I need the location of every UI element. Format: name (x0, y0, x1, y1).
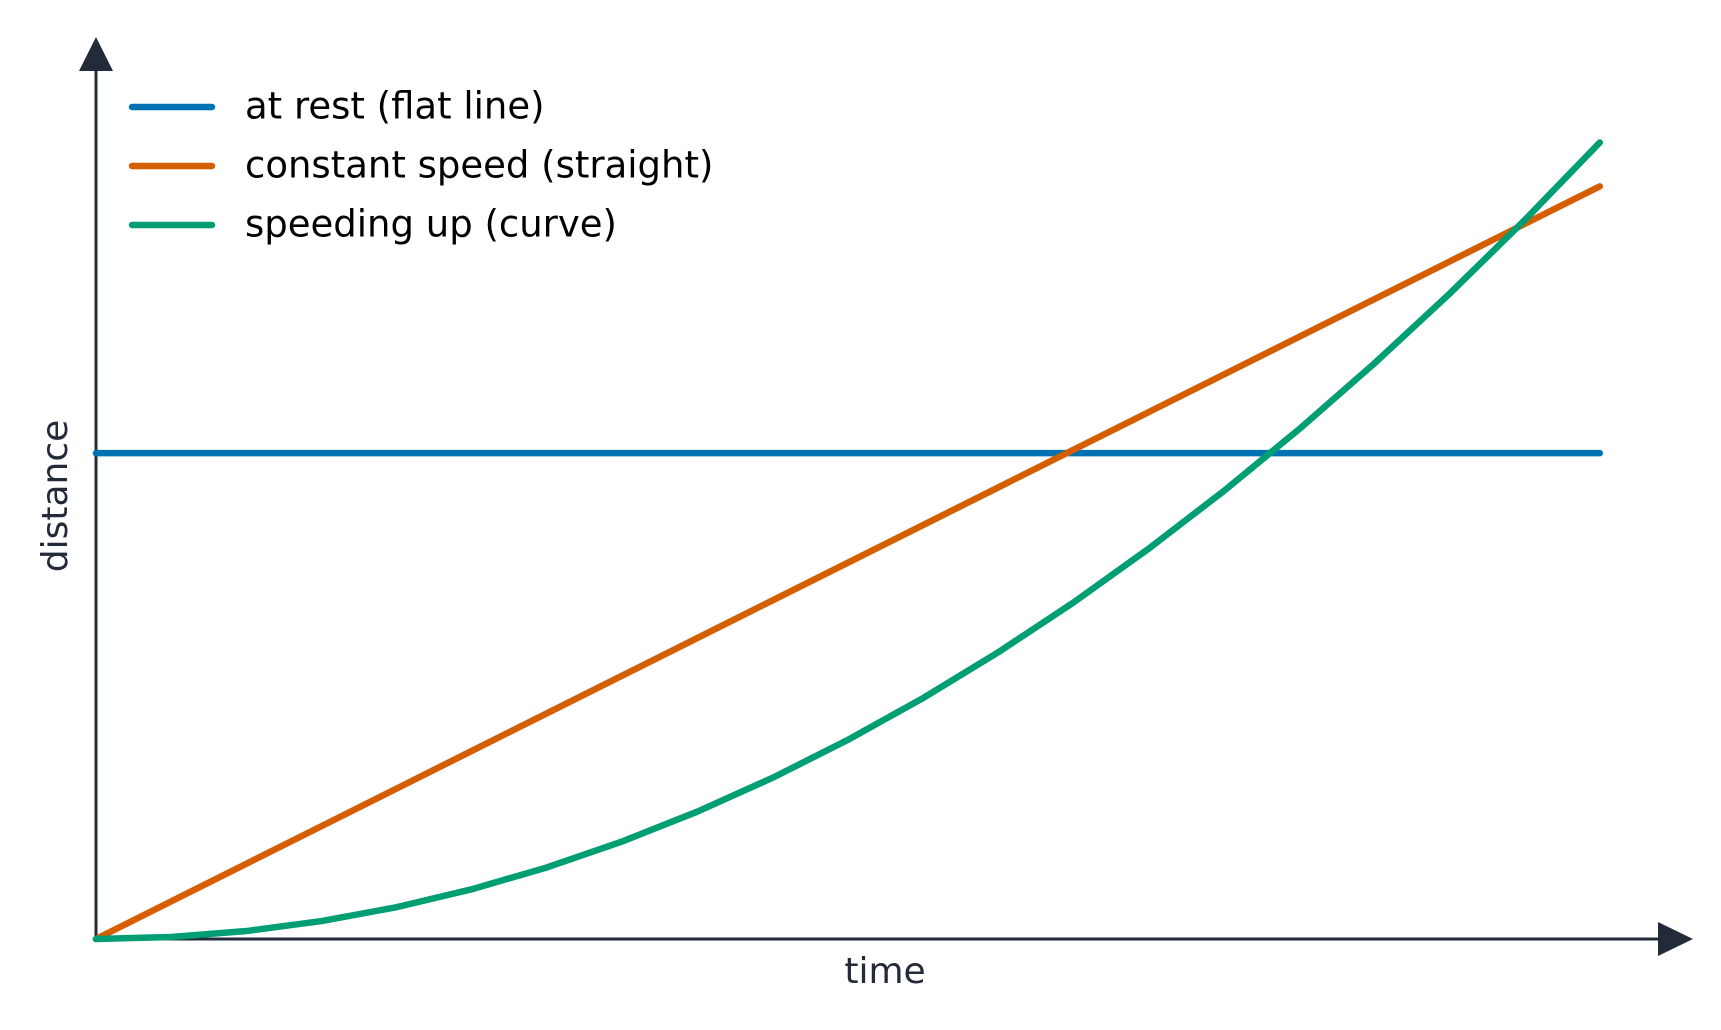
legend-label: at rest (flat line) (245, 85, 545, 128)
x-axis-arrow (1658, 922, 1693, 956)
series-line (92, 139, 1604, 943)
y-axis-arrow (79, 37, 113, 71)
legend-label: speeding up (curve) (245, 203, 617, 246)
legend-label: constant speed (straight) (245, 144, 713, 187)
y-axis-label: distance (35, 420, 76, 573)
series-line (92, 183, 1604, 943)
x-axis-label: time (844, 951, 925, 992)
